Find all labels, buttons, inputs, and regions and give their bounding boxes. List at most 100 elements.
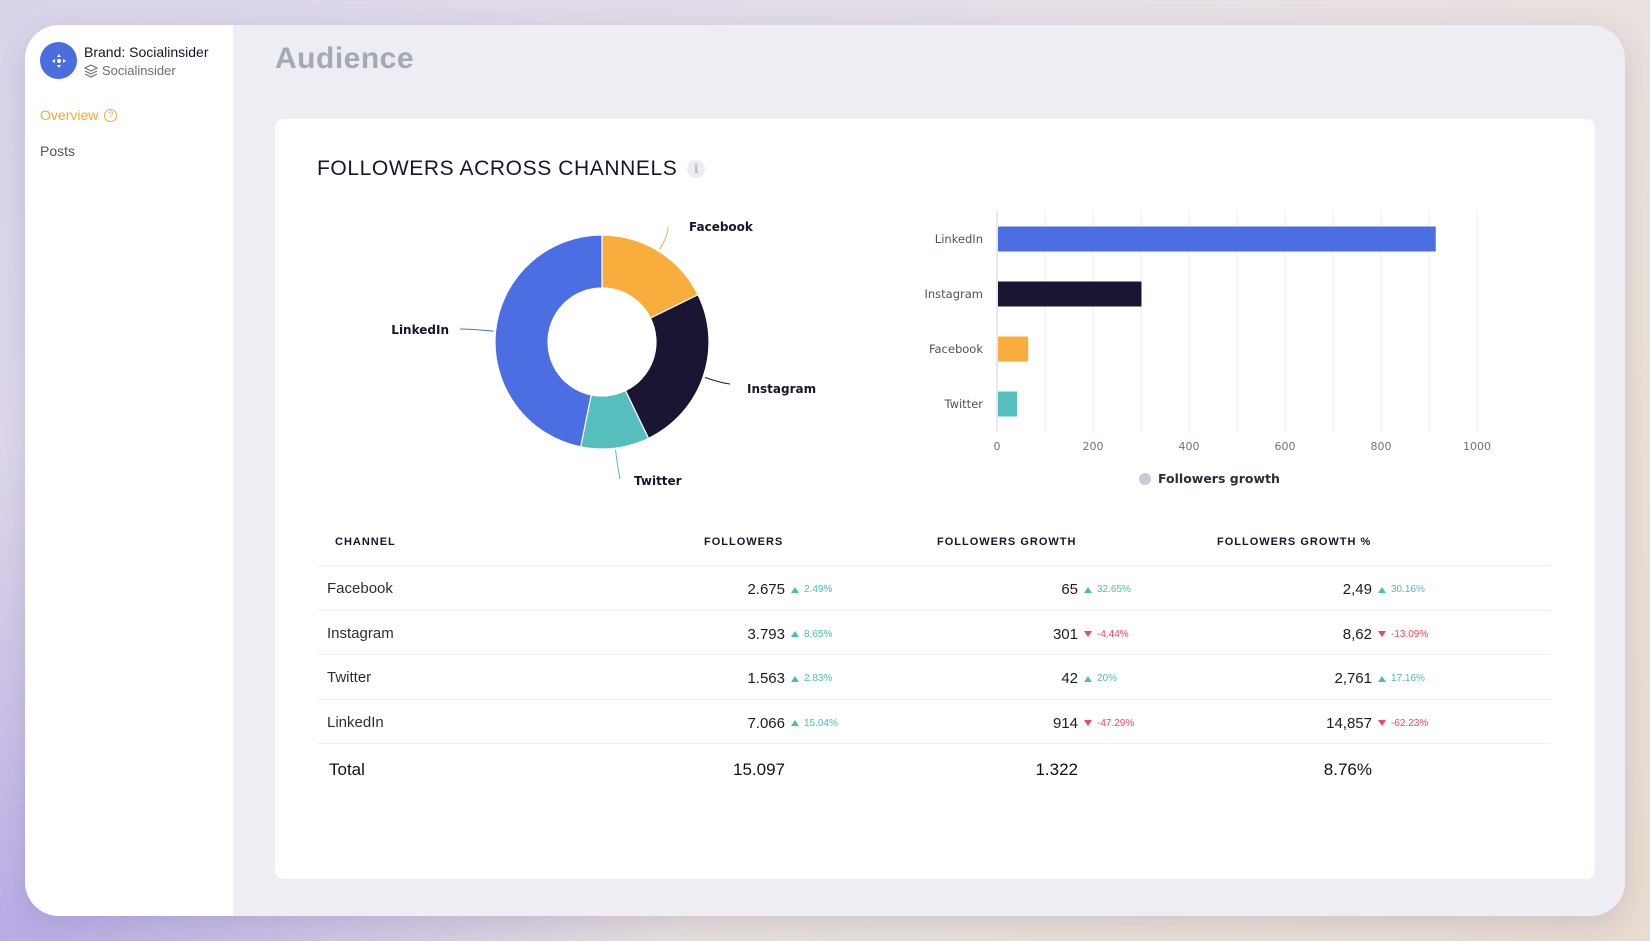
followers-growth-bar-chart: 0 200 400 600 800 1000 LinkedIn Instagram Facebo… — [924, 211, 1491, 486]
change-indicator: 17.16% — [1378, 673, 1425, 684]
donut-label-instagram: Instagram — [747, 382, 816, 396]
brand-title[interactable]: Brand: Socialinsider — [84, 44, 209, 60]
cell-value: 1.563 — [747, 670, 785, 687]
nav-item-label: Overview — [40, 107, 99, 123]
cell-value: 2,49 — [1342, 581, 1372, 598]
change-value: 2.83% — [804, 673, 833, 684]
page-title: Audience — [275, 42, 415, 75]
change-indicator: 2.83% — [791, 673, 832, 684]
change-value: 15.04% — [804, 717, 838, 729]
nav-item-label: Posts — [40, 143, 76, 159]
donut-slice-linkedin[interactable] — [494, 234, 603, 448]
brand-avatar[interactable] — [40, 42, 77, 79]
channel-name: Twitter — [327, 669, 372, 686]
y-tick-label: Instagram — [924, 287, 983, 301]
followers-card: FOLLOWERS ACROSS CHANNELS i Facebook Inst… — [275, 119, 1595, 879]
nav-item-posts[interactable]: Posts — [40, 143, 75, 159]
change-indicator: 15.04% — [791, 718, 838, 729]
cell-value: 3.793 — [747, 625, 785, 643]
arrow-up-icon — [1084, 586, 1092, 593]
total-value: 15.097 — [733, 760, 785, 779]
y-tick-label: Facebook — [929, 342, 983, 356]
donut-slice-instagram[interactable] — [624, 293, 710, 440]
table-row[interactable]: LinkedIn 7.066 15.04% 914 -47.29% 14,857 -62.2… — [317, 698, 1551, 746]
column-header-channel[interactable]: CHANNEL — [335, 536, 396, 548]
cell-value: 2.675 — [747, 581, 785, 598]
legend-marker — [1139, 473, 1151, 485]
arrow-down-icon — [1378, 631, 1386, 637]
layers-icon — [84, 63, 98, 78]
arrow-up-icon — [791, 631, 799, 637]
change-indicator: -13.09% — [1378, 629, 1428, 640]
brand-sub-label: Socialinsider — [102, 63, 176, 78]
cell-value: 65 — [1061, 581, 1078, 598]
change-value: -62.23% — [1391, 717, 1429, 729]
table-row[interactable]: Facebook 2.675 2.49% 65 32.65% 2,49 30.16% — [317, 565, 1551, 612]
cell-value: 2,761 — [1334, 670, 1372, 687]
arrow-down-icon — [1084, 631, 1092, 637]
arrow-up-icon — [1378, 675, 1386, 682]
legend-label[interactable]: Followers growth — [1158, 471, 1280, 486]
x-tick-label: 600 — [1275, 440, 1296, 453]
cell-value: 14,857 — [1326, 714, 1372, 732]
column-header-followers-growth[interactable]: FOLLOWERS GROWTH — [937, 536, 1077, 548]
followers-donut-chart: Facebook Instagram Twitter LinkedIn — [391, 220, 816, 488]
bar-linkedin[interactable] — [998, 226, 1436, 252]
y-tick-label: LinkedIn — [935, 232, 983, 246]
total-value: 8.76% — [1323, 760, 1372, 779]
info-icon[interactable]: i — [687, 160, 706, 178]
donut-label-facebook: Facebook — [689, 220, 754, 234]
arrow-down-icon — [1378, 720, 1386, 726]
total-label: Total — [329, 760, 365, 779]
arrow-up-icon — [791, 675, 799, 682]
change-value: -47.29% — [1097, 717, 1135, 729]
bar-facebook[interactable] — [998, 336, 1029, 362]
brand-subtitle: Socialinsider — [84, 63, 176, 78]
change-value: -4.44% — [1097, 628, 1129, 640]
change-value: 32.65% — [1097, 584, 1131, 595]
column-header-followers-growth-pct[interactable]: FOLLOWERS GROWTH % — [1217, 536, 1372, 548]
total-row: Total 15.097 1.322 8.76% — [317, 743, 1551, 799]
change-indicator: -62.23% — [1378, 718, 1428, 729]
arrow-up-icon — [1378, 586, 1386, 593]
crosshair-icon — [51, 53, 66, 68]
change-indicator: -4.44% — [1084, 629, 1129, 640]
arrow-up-icon — [791, 586, 799, 593]
bar-instagram[interactable] — [998, 281, 1142, 307]
change-value: 8.65% — [804, 628, 833, 640]
channel-name: Instagram — [327, 624, 394, 642]
x-tick-label: 200 — [1083, 440, 1104, 453]
table-row[interactable]: Instagram 3.793 8.65% 301 -4.44% 8,62 -13.09% — [317, 609, 1551, 657]
nav-item-overview[interactable]: Overview ? — [40, 107, 118, 123]
arrow-up-icon — [791, 720, 799, 726]
donut-connector-linkedin — [459, 328, 494, 332]
change-indicator: -47.29% — [1084, 718, 1134, 729]
cell-value: 301 — [1052, 625, 1078, 643]
change-indicator: 2.49% — [791, 584, 832, 595]
column-header-followers[interactable]: FOLLOWERS — [704, 536, 784, 548]
x-tick-label: 400 — [1179, 440, 1200, 453]
card-title-text: FOLLOWERS ACROSS CHANNELS — [317, 157, 678, 180]
help-icon[interactable]: ? — [104, 108, 118, 122]
change-value: 17.16% — [1391, 673, 1425, 684]
change-indicator: 32.65% — [1084, 584, 1131, 595]
donut-label-twitter: Twitter — [634, 474, 682, 488]
cell-value: 42 — [1061, 670, 1078, 687]
change-value: -13.09% — [1391, 628, 1429, 640]
donut-connector-instagram — [704, 377, 731, 385]
table-row[interactable]: Twitter 1.563 2.83% 42 20% 2,761 17.16% — [317, 654, 1551, 701]
x-tick-label: 0 — [994, 440, 1001, 453]
arrow-down-icon — [1084, 720, 1092, 726]
channel-name: LinkedIn — [327, 713, 384, 731]
y-tick-label: Twitter — [943, 397, 983, 411]
cell-value: 7.066 — [747, 714, 785, 732]
cell-value: 8,62 — [1342, 625, 1372, 643]
donut-connector-twitter — [615, 450, 621, 480]
change-indicator: 8.65% — [791, 629, 832, 640]
donut-connector-facebook — [659, 226, 669, 250]
bar-twitter[interactable] — [998, 391, 1018, 417]
change-value: 2.49% — [804, 584, 833, 595]
cell-value: 914 — [1052, 714, 1078, 732]
change-value: 30.16% — [1391, 584, 1425, 595]
x-tick-label: 1000 — [1463, 440, 1491, 453]
